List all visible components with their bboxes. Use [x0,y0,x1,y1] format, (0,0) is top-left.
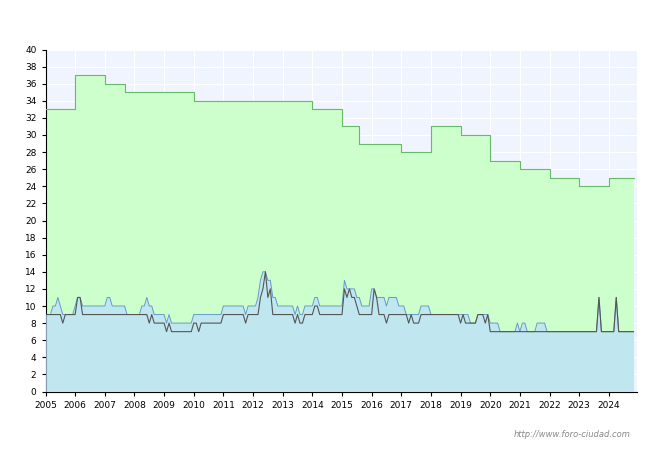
Text: Puras - Evolucion de la poblacion en edad de Trabajar Noviembre de 2024: Puras - Evolucion de la poblacion en eda… [93,14,557,27]
Text: http://www.foro-ciudad.com: http://www.foro-ciudad.com [514,430,630,439]
